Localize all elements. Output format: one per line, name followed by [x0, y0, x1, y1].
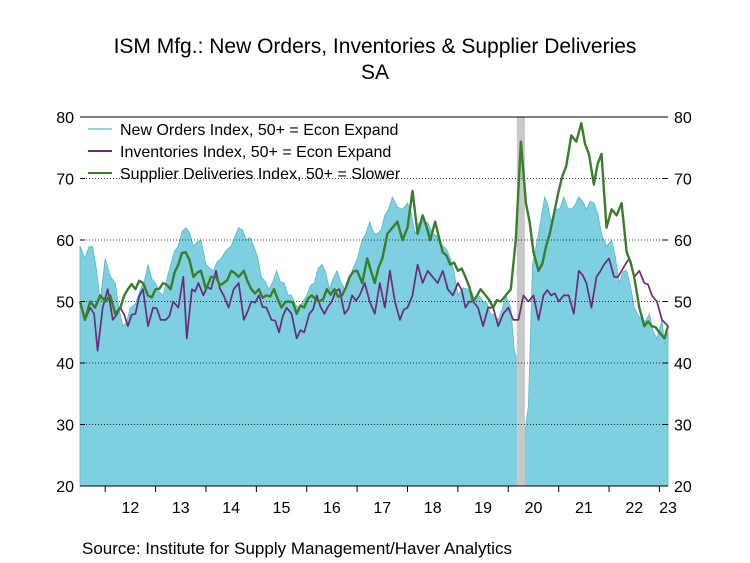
y-tick-label-right: 80: [674, 110, 692, 127]
y-tick-label-right: 50: [674, 295, 692, 312]
chart-subtitle: SA: [360, 61, 389, 84]
y-tick-label-right: 30: [674, 418, 692, 435]
x-tick-label: 22: [625, 500, 643, 517]
y-tick-label-left: 80: [56, 110, 74, 127]
y-tick-label-right: 70: [674, 172, 692, 189]
legend-label-1: Inventories Index, 50+ = Econ Expand: [120, 144, 391, 161]
x-tick-label: 20: [525, 500, 543, 517]
y-tick-label-left: 40: [56, 356, 74, 373]
x-tick-label: 15: [273, 500, 291, 517]
x-tick-label: 23: [659, 500, 677, 517]
series-line-supplier-deliveries: [78, 122, 670, 340]
x-tick-label: 18: [424, 500, 442, 517]
x-tick-label: 21: [575, 500, 593, 517]
x-tick-label: 16: [323, 500, 341, 517]
y-tick-label-left: 20: [56, 479, 74, 496]
y-tick-label-right: 60: [674, 233, 692, 250]
x-tick-label: 17: [373, 500, 391, 517]
source-note: Source: Institute for Supply Management/…: [82, 539, 512, 558]
series-line-inventories: [79, 257, 669, 352]
chart-title: ISM Mfg.: New Orders, Inventories & Supp…: [113, 35, 637, 58]
legend-label-2: Supplier Deliveries Index, 50+ = Slower: [120, 166, 401, 183]
y-tick-label-left: 30: [56, 418, 74, 435]
x-tick-label: 12: [121, 500, 139, 517]
recession-shading: [516, 117, 525, 486]
y-tick-label-left: 50: [56, 295, 74, 312]
x-tick-label: 14: [222, 500, 240, 517]
chart: 20 20 30 30 40 40 50 50 60 60 70 70 80 80 12 13 14 15 16 17…: [56, 110, 692, 517]
y-tick-label-left: 60: [56, 233, 74, 250]
y-tick-label-left: 70: [56, 172, 74, 189]
y-tick-label-right: 40: [674, 356, 692, 373]
y-tick-label-right: 20: [674, 479, 692, 496]
x-tick-label: 19: [474, 500, 492, 517]
x-tick-label: 13: [172, 500, 190, 517]
legend-label-0: New Orders Index, 50+ = Econ Expand: [120, 122, 398, 139]
